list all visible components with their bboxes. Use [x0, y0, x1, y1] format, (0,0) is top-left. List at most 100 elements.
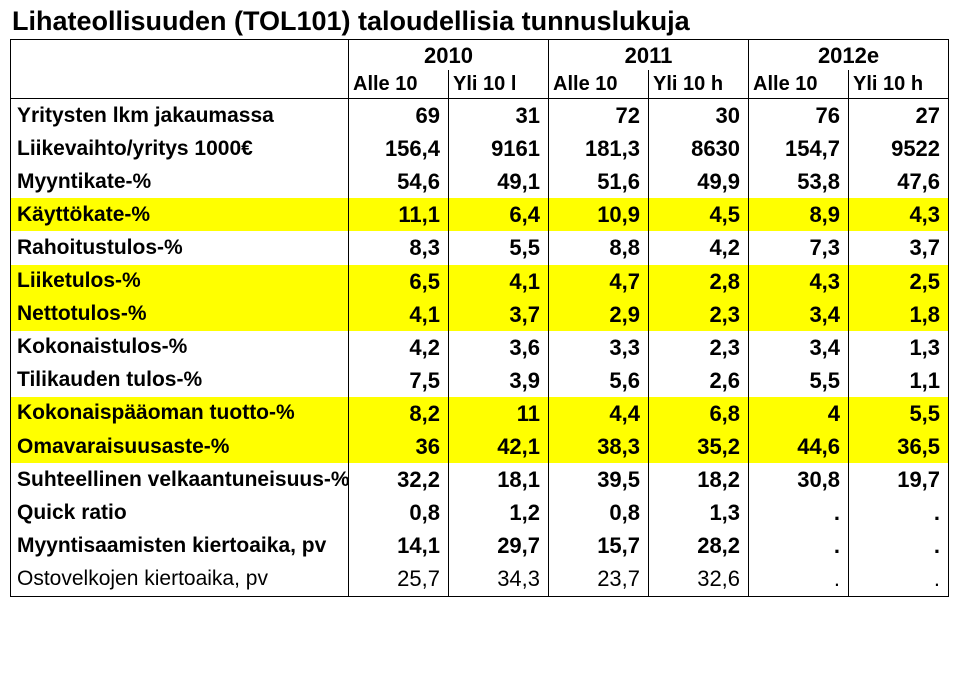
cell: 181,3 — [549, 132, 649, 165]
cell: 72 — [549, 99, 649, 133]
cell: 18,2 — [649, 463, 749, 496]
cell: 3,9 — [449, 364, 549, 397]
cell: 8,3 — [349, 231, 449, 264]
cell: 8630 — [649, 132, 749, 165]
cell: 4,4 — [549, 397, 649, 430]
subheader-5: Yli 10 h — [849, 70, 949, 99]
cell: 34,3 — [449, 562, 549, 596]
row-label: Ostovelkojen kiertoaika, pv — [11, 562, 349, 596]
row-label: Omavaraisuusaste-% — [11, 430, 349, 463]
cell: 9161 — [449, 132, 549, 165]
cell: 32,6 — [649, 562, 749, 596]
row-label: Tilikauden tulos-% — [11, 364, 349, 397]
row-label: Rahoitustulos-% — [11, 231, 349, 264]
row-label: Yritysten lkm jakaumassa — [11, 99, 349, 133]
header-year-1: 2011 — [549, 40, 749, 71]
cell: 3,7 — [449, 298, 549, 331]
row-label: Quick ratio — [11, 496, 349, 529]
cell: 5,6 — [549, 364, 649, 397]
cell: 0,8 — [549, 496, 649, 529]
cell: 47,6 — [849, 165, 949, 198]
cell: 2,3 — [649, 331, 749, 364]
subheader-2: Alle 10 — [549, 70, 649, 99]
cell: 3,6 — [449, 331, 549, 364]
cell: 69 — [349, 99, 449, 133]
subheader-4: Alle 10 — [749, 70, 849, 99]
header-year-0: 2010 — [349, 40, 549, 71]
subheader-0: Alle 10 — [349, 70, 449, 99]
cell: 4,1 — [449, 265, 549, 298]
cell: 8,8 — [549, 231, 649, 264]
cell: 1,3 — [849, 331, 949, 364]
cell: 2,5 — [849, 265, 949, 298]
cell: 8,9 — [749, 198, 849, 231]
data-table: 2010 2011 2012e Alle 10 Yli 10 l Alle 10… — [10, 39, 949, 597]
cell: 19,7 — [849, 463, 949, 496]
cell: . — [749, 529, 849, 562]
subheader-blank — [11, 70, 349, 99]
cell: . — [849, 496, 949, 529]
cell: 4,5 — [649, 198, 749, 231]
cell: 54,6 — [349, 165, 449, 198]
cell: 36 — [349, 430, 449, 463]
cell: 4,1 — [349, 298, 449, 331]
cell: 3,7 — [849, 231, 949, 264]
cell: 27 — [849, 99, 949, 133]
cell: 32,2 — [349, 463, 449, 496]
row-label: Kokonaistulos-% — [11, 331, 349, 364]
cell: 51,6 — [549, 165, 649, 198]
cell: 4,7 — [549, 265, 649, 298]
cell: 2,9 — [549, 298, 649, 331]
cell: 28,2 — [649, 529, 749, 562]
cell: 11,1 — [349, 198, 449, 231]
subheader-3: Yli 10 h — [649, 70, 749, 99]
cell: 5,5 — [749, 364, 849, 397]
cell: 38,3 — [549, 430, 649, 463]
cell: 1,3 — [649, 496, 749, 529]
cell: . — [749, 496, 849, 529]
cell: 7,3 — [749, 231, 849, 264]
cell: 2,3 — [649, 298, 749, 331]
cell: . — [849, 529, 949, 562]
cell: . — [849, 562, 949, 596]
cell: 154,7 — [749, 132, 849, 165]
cell: 10,9 — [549, 198, 649, 231]
cell: 30 — [649, 99, 749, 133]
cell: 35,2 — [649, 430, 749, 463]
cell: . — [749, 562, 849, 596]
cell: 18,1 — [449, 463, 549, 496]
cell: 31 — [449, 99, 549, 133]
row-label: Käyttökate-% — [11, 198, 349, 231]
cell: 4,3 — [749, 265, 849, 298]
cell: 3,4 — [749, 298, 849, 331]
cell: 76 — [749, 99, 849, 133]
cell: 2,6 — [649, 364, 749, 397]
row-label: Myyntikate-% — [11, 165, 349, 198]
cell: 42,1 — [449, 430, 549, 463]
cell: 4,3 — [849, 198, 949, 231]
cell: 2,8 — [649, 265, 749, 298]
cell: 49,1 — [449, 165, 549, 198]
cell: 0,8 — [349, 496, 449, 529]
subheader-1: Yli 10 l — [449, 70, 549, 99]
cell: 4,2 — [649, 231, 749, 264]
cell: 1,2 — [449, 496, 549, 529]
cell: 11 — [449, 397, 549, 430]
cell: 49,9 — [649, 165, 749, 198]
cell: 6,8 — [649, 397, 749, 430]
cell: 25,7 — [349, 562, 449, 596]
cell: 156,4 — [349, 132, 449, 165]
header-blank — [11, 40, 349, 71]
cell: 5,5 — [849, 397, 949, 430]
cell: 30,8 — [749, 463, 849, 496]
cell: 29,7 — [449, 529, 549, 562]
cell: 9522 — [849, 132, 949, 165]
cell: 6,4 — [449, 198, 549, 231]
cell: 36,5 — [849, 430, 949, 463]
cell: 23,7 — [549, 562, 649, 596]
row-label: Myyntisaamisten kiertoaika, pv — [11, 529, 349, 562]
cell: 14,1 — [349, 529, 449, 562]
row-label: Suhteellinen velkaantuneisuus-% — [11, 463, 349, 496]
cell: 15,7 — [549, 529, 649, 562]
row-label: Liiketulos-% — [11, 265, 349, 298]
